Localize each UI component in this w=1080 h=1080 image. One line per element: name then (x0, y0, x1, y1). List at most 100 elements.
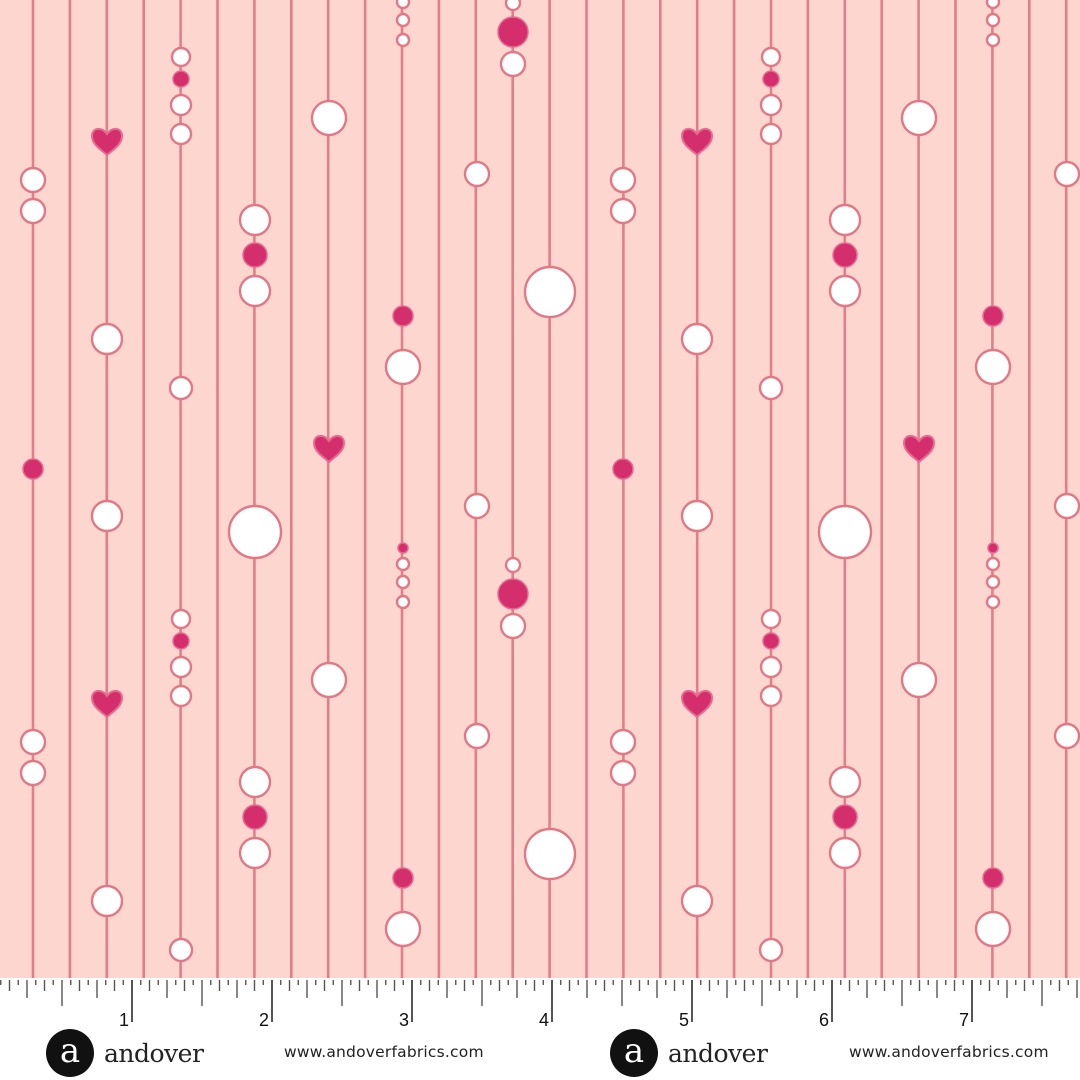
white-bead (90, 884, 124, 918)
website-url: www.andoverfabrics.com (284, 1043, 484, 1061)
white-bead (499, 612, 527, 640)
white-bead (395, 12, 411, 28)
ruler-label: 2 (259, 1010, 269, 1030)
white-bead (609, 166, 637, 194)
white-bead (523, 265, 577, 319)
ruler-label: 1 (119, 1010, 129, 1030)
white-bead (238, 836, 272, 870)
white-bead (504, 556, 522, 574)
white-bead (395, 32, 411, 48)
heart-icon (90, 128, 124, 157)
white-bead (395, 574, 411, 590)
pink-bead (242, 804, 268, 830)
white-bead (168, 375, 194, 401)
white-bead (985, 556, 1001, 572)
heart-icon (902, 435, 936, 464)
white-bead (758, 937, 784, 963)
ruler-background (0, 978, 1080, 1030)
pink-bead (392, 305, 414, 327)
white-bead (90, 499, 124, 533)
white-bead (523, 827, 577, 881)
white-bead (985, 0, 1001, 10)
white-bead (238, 274, 272, 308)
white-bead (169, 122, 193, 146)
white-bead (168, 937, 194, 963)
pink-bead (397, 542, 409, 554)
white-bead (169, 684, 193, 708)
white-bead (900, 661, 938, 699)
white-bead (758, 375, 784, 401)
pink-bead (982, 305, 1004, 327)
white-bead (828, 836, 862, 870)
white-bead (310, 661, 348, 699)
white-bead (463, 492, 491, 520)
white-bead (760, 608, 782, 630)
white-bead (609, 197, 637, 225)
inch-ruler: 1 2 3 4 5 6 7 (0, 978, 1080, 1030)
pink-bead (242, 242, 268, 268)
white-bead (395, 556, 411, 572)
pink-bead (762, 70, 780, 88)
white-bead (759, 122, 783, 146)
pink-bead (612, 458, 634, 480)
white-bead (463, 722, 491, 750)
white-bead (310, 99, 348, 137)
white-bead (19, 166, 47, 194)
white-bead (169, 655, 193, 679)
white-bead (828, 203, 862, 237)
pink-bead (982, 867, 1004, 889)
white-bead (900, 99, 938, 137)
ruler-label: 3 (399, 1010, 409, 1030)
white-bead (395, 594, 411, 610)
white-bead (680, 322, 714, 356)
pink-bead (832, 242, 858, 268)
white-bead (238, 203, 272, 237)
white-bead (680, 884, 714, 918)
white-bead (974, 348, 1012, 386)
andover-logo-icon: a (46, 1029, 94, 1077)
pink-bead (987, 542, 999, 554)
white-bead (828, 765, 862, 799)
heart-icon (90, 690, 124, 719)
heart-icon (312, 435, 346, 464)
ruler-label: 4 (539, 1010, 549, 1030)
white-bead (19, 197, 47, 225)
white-bead (985, 594, 1001, 610)
white-bead (504, 0, 522, 12)
white-bead (759, 684, 783, 708)
brand-name: andover (668, 1038, 768, 1068)
ruler-label: 7 (959, 1010, 969, 1030)
ruler-label: 6 (819, 1010, 829, 1030)
white-bead (384, 348, 422, 386)
white-bead (19, 728, 47, 756)
pink-bead (172, 70, 190, 88)
brand-logo: a andover (610, 1028, 768, 1078)
white-bead (974, 910, 1012, 948)
white-bead (759, 93, 783, 117)
pink-bead (172, 632, 190, 650)
white-bead (384, 910, 422, 948)
pink-bead (497, 16, 529, 48)
pink-bead (832, 804, 858, 830)
pink-bead (392, 867, 414, 889)
pink-bead (762, 632, 780, 650)
white-bead (985, 574, 1001, 590)
white-bead (985, 12, 1001, 28)
white-bead (395, 0, 411, 10)
white-bead (169, 93, 193, 117)
white-bead (227, 504, 283, 560)
white-bead (19, 759, 47, 787)
white-bead (1053, 722, 1080, 750)
brand-name: andover (104, 1038, 204, 1068)
white-bead (609, 728, 637, 756)
website-url: www.andoverfabrics.com (849, 1043, 1049, 1061)
white-bead (238, 765, 272, 799)
ruler-label: 5 (679, 1010, 689, 1030)
white-bead (985, 32, 1001, 48)
white-bead (817, 504, 873, 560)
white-bead (680, 499, 714, 533)
white-bead (90, 322, 124, 356)
andover-logo-icon: a (610, 1029, 658, 1077)
white-bead (828, 274, 862, 308)
white-bead (170, 46, 192, 68)
